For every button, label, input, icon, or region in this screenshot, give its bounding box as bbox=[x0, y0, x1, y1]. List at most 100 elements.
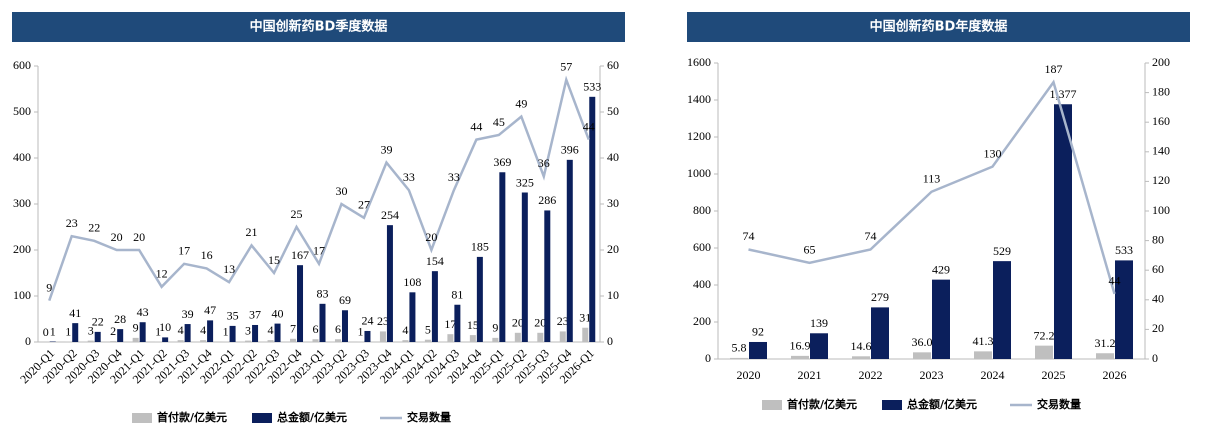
data-label: 6 bbox=[313, 322, 319, 336]
line bbox=[48, 75, 590, 302]
y2-tick-label: 10 bbox=[607, 288, 619, 302]
bar bbox=[582, 327, 589, 342]
bar bbox=[290, 338, 297, 342]
data-label: 49 bbox=[515, 96, 527, 110]
data-label: 21 bbox=[246, 225, 258, 239]
data-label: 43 bbox=[137, 305, 149, 319]
x-tick-label: 2022 bbox=[859, 368, 883, 382]
y-tick-label: 0 bbox=[25, 334, 31, 348]
y2-tick-label: 20 bbox=[607, 242, 619, 256]
legend-label: 交易数量 bbox=[407, 410, 451, 424]
data-label: 44 bbox=[470, 119, 482, 133]
data-label: 23 bbox=[557, 314, 569, 328]
data-label: 17 bbox=[313, 244, 325, 258]
data-label: 36 bbox=[538, 156, 550, 170]
bar bbox=[364, 330, 371, 342]
data-label: 9 bbox=[133, 321, 139, 335]
bar bbox=[252, 324, 259, 342]
data-label: 6 bbox=[335, 322, 341, 336]
bar bbox=[974, 351, 992, 359]
bar bbox=[993, 261, 1011, 359]
bar bbox=[379, 331, 386, 342]
bar bbox=[1054, 104, 1072, 359]
data-label: 41 bbox=[69, 306, 81, 320]
data-label: 1 bbox=[155, 324, 161, 338]
data-label: 5.8 bbox=[732, 341, 747, 355]
title-bar bbox=[12, 12, 625, 42]
y2-tick-label: 160 bbox=[1152, 114, 1170, 128]
y-tick-label: 200 bbox=[693, 314, 711, 328]
y2-tick-label: 60 bbox=[1152, 262, 1164, 276]
bar bbox=[589, 96, 596, 342]
x-tick-label: 2023 bbox=[920, 368, 944, 382]
data-label: 31 bbox=[579, 310, 591, 324]
data-label: 39 bbox=[182, 307, 194, 321]
bar bbox=[297, 265, 304, 342]
data-label: 22 bbox=[88, 221, 100, 235]
bar bbox=[334, 339, 341, 342]
bar bbox=[454, 304, 461, 342]
data-label: 16 bbox=[201, 248, 213, 262]
y2-tick-label: 40 bbox=[1152, 292, 1164, 306]
bar bbox=[72, 323, 79, 342]
chart-title: 中国创新药BD季度数据 bbox=[250, 19, 388, 35]
bar bbox=[559, 331, 566, 342]
bar bbox=[319, 303, 326, 342]
data-label: 44 bbox=[1109, 274, 1121, 288]
data-label: 396 bbox=[561, 143, 579, 157]
legend-swatch bbox=[882, 400, 902, 410]
bar bbox=[852, 356, 870, 359]
bar bbox=[810, 333, 828, 359]
legend-label: 首付款/亿美元 bbox=[157, 410, 227, 424]
data-label: 45 bbox=[493, 115, 505, 129]
bar bbox=[402, 340, 409, 342]
legend-swatch bbox=[762, 400, 782, 410]
data-label: 15 bbox=[467, 318, 479, 332]
data-label: 65 bbox=[804, 243, 816, 257]
data-label: 279 bbox=[871, 290, 889, 304]
data-label: 9 bbox=[46, 280, 52, 294]
data-label: 7 bbox=[290, 322, 296, 336]
legend-label: 首付款/亿美元 bbox=[787, 397, 857, 411]
data-label: 4 bbox=[402, 323, 408, 337]
y-tick-label: 800 bbox=[693, 203, 711, 217]
data-label: 130 bbox=[984, 146, 1002, 160]
data-label: 35 bbox=[227, 309, 239, 323]
y2-tick-label: 30 bbox=[607, 196, 619, 210]
bar bbox=[514, 332, 521, 342]
bar bbox=[424, 339, 431, 342]
legend-swatch bbox=[252, 413, 272, 423]
bar bbox=[87, 340, 94, 342]
bar bbox=[267, 340, 274, 342]
bar bbox=[386, 225, 393, 342]
bar bbox=[409, 292, 416, 342]
bar bbox=[110, 341, 117, 342]
title-bar bbox=[687, 12, 1190, 42]
data-label: 4 bbox=[200, 323, 206, 337]
y-tick-label: 200 bbox=[13, 242, 31, 256]
bar bbox=[94, 331, 101, 342]
bar bbox=[184, 324, 191, 342]
bar bbox=[492, 337, 499, 342]
data-label: 1 bbox=[65, 324, 71, 338]
data-label: 20 bbox=[111, 230, 123, 244]
bar bbox=[207, 320, 214, 342]
x-tick-label: 2026 bbox=[1103, 368, 1127, 382]
data-label: 74 bbox=[743, 229, 755, 243]
data-label: 16.9 bbox=[790, 339, 811, 353]
data-label: 5 bbox=[425, 322, 431, 336]
y2-tick-label: 100 bbox=[1152, 203, 1170, 217]
line bbox=[748, 79, 1116, 295]
bar bbox=[521, 192, 528, 342]
bar bbox=[162, 337, 169, 342]
y2-tick-label: 50 bbox=[607, 104, 619, 118]
data-label: 23 bbox=[66, 216, 78, 230]
data-label: 12 bbox=[156, 267, 168, 281]
bar bbox=[1096, 353, 1114, 359]
data-label: 187 bbox=[1045, 62, 1063, 76]
data-label: 20 bbox=[425, 230, 437, 244]
legend-label: 总金额/亿美元 bbox=[277, 410, 347, 424]
y-tick-label: 100 bbox=[13, 288, 31, 302]
y-tick-label: 1400 bbox=[687, 92, 711, 106]
data-label: 1,377 bbox=[1050, 87, 1077, 101]
